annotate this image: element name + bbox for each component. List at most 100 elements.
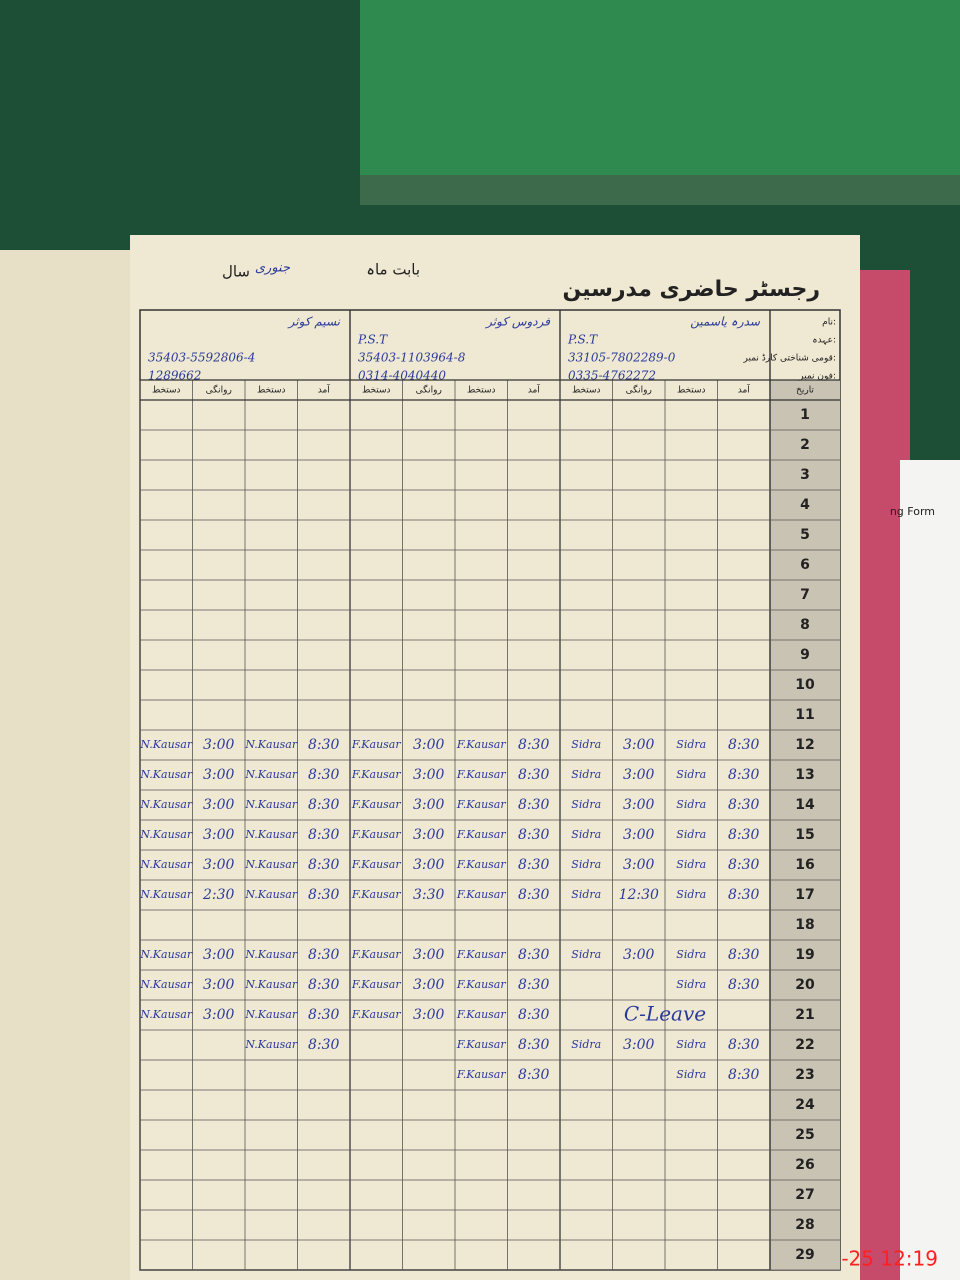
side-form-label: ng Form	[890, 505, 935, 518]
time-entry: 8:30	[728, 1067, 760, 1083]
date-header: تاریخ	[796, 386, 814, 396]
time-entry: 3:00	[413, 947, 445, 963]
time-entry: 3:00	[413, 797, 445, 813]
time-entry: 3:00	[623, 857, 655, 873]
column-header: دستخط	[467, 386, 496, 396]
time-entry: 8:30	[308, 977, 340, 993]
time-entry: 8:30	[308, 1037, 340, 1053]
signature: F.Kausar	[456, 888, 506, 901]
date: 24	[795, 1097, 815, 1113]
time-entry: 8:30	[728, 1037, 760, 1053]
signature: Sidra	[676, 1038, 706, 1051]
signature: N.Kausar	[244, 738, 297, 751]
time-entry: 8:30	[728, 737, 760, 753]
column-header: دستخط	[152, 386, 181, 396]
signature: N.Kausar	[244, 978, 297, 991]
date: 2	[800, 437, 810, 453]
time-entry: 8:30	[518, 1067, 550, 1083]
teacher-name: نسیم کوثر	[287, 315, 341, 329]
time-entry: 8:30	[308, 857, 340, 873]
teacher-cnic: 33105-7802289-0	[568, 351, 676, 365]
time-entry: 3:00	[413, 1007, 445, 1023]
teacher-phone: 0314-4040440	[358, 369, 446, 383]
time-entry: 2:30	[202, 887, 235, 903]
signature: Sidra	[676, 858, 706, 871]
column-header: دستخط	[362, 386, 391, 396]
date: 3	[800, 467, 810, 483]
date: 27	[795, 1187, 814, 1203]
time-entry: 3:00	[623, 827, 655, 843]
signature: Sidra	[676, 798, 706, 811]
signature: N.Kausar	[139, 888, 192, 901]
time-entry: 3:00	[413, 737, 445, 753]
signature: Sidra	[676, 738, 706, 751]
date: 16	[795, 857, 814, 873]
signature: F.Kausar	[351, 948, 401, 961]
time-entry: 8:30	[518, 1037, 550, 1053]
teacher-cnic: 35403-5592806-4	[148, 351, 255, 365]
column-header: دستخط	[677, 386, 706, 396]
date: 9	[800, 647, 810, 663]
signature: F.Kausar	[456, 768, 506, 781]
time-entry: 3:00	[203, 1007, 235, 1023]
time-entry: 3:00	[203, 947, 235, 963]
signature: F.Kausar	[351, 738, 401, 751]
time-entry: 3:00	[623, 737, 655, 753]
signature: N.Kausar	[244, 948, 297, 961]
column-header: روانگی	[626, 384, 652, 396]
time-entry: 3:00	[623, 797, 655, 813]
register-title: رجسٹر حاضری مدرسین	[562, 277, 820, 302]
time-entry: 8:30	[308, 827, 340, 843]
date: 17	[795, 887, 814, 903]
date: 29	[795, 1247, 814, 1263]
teacher-phone: 0335-4762272	[568, 369, 656, 383]
time-entry: 3:00	[203, 827, 235, 843]
signature: Sidra	[571, 1038, 601, 1051]
signature: Sidra	[571, 888, 601, 901]
date: 4	[800, 497, 810, 513]
signature: Sidra	[676, 828, 706, 841]
time-entry: 8:30	[308, 797, 340, 813]
teacher-cnic: 35403-1103964-8	[358, 351, 466, 365]
signature: N.Kausar	[244, 798, 297, 811]
time-entry: 3:00	[623, 1037, 655, 1053]
time-entry: 3:00	[413, 767, 445, 783]
column-header: دستخط	[572, 386, 601, 396]
field-label: فون نمبر:	[798, 372, 836, 382]
date: 25	[795, 1127, 814, 1143]
teacher-post: P.S.T	[567, 333, 598, 347]
signature: Sidra	[676, 768, 706, 781]
date: 8	[800, 617, 810, 633]
year-label: سال	[222, 263, 250, 281]
time-entry: 12:30	[619, 887, 659, 903]
time-entry: 8:30	[518, 887, 550, 903]
signature: F.Kausar	[456, 978, 506, 991]
signature: N.Kausar	[244, 1008, 297, 1021]
signature: N.Kausar	[244, 1038, 297, 1051]
time-entry: 8:30	[728, 767, 760, 783]
time-entry: 3:00	[413, 827, 445, 843]
date: 7	[800, 587, 810, 603]
signature: N.Kausar	[139, 738, 192, 751]
green-book	[360, 0, 960, 190]
signature: Sidra	[676, 948, 706, 961]
column-header: آمد	[318, 384, 331, 396]
time-entry: 8:30	[728, 887, 760, 903]
signature: Sidra	[571, 798, 601, 811]
date: 15	[795, 827, 814, 843]
signature: N.Kausar	[244, 828, 297, 841]
time-entry: 8:30	[518, 977, 550, 993]
date: 12	[795, 737, 814, 753]
signature: N.Kausar	[139, 768, 192, 781]
time-entry: 8:30	[728, 947, 760, 963]
time-entry: 3:00	[623, 947, 655, 963]
time-entry: 3:30	[413, 887, 445, 903]
field-label: قومی شناختی کارڈ نمبر:	[743, 354, 836, 364]
time-entry: 8:30	[518, 827, 550, 843]
signature: N.Kausar	[139, 948, 192, 961]
signature: Sidra	[676, 888, 706, 901]
date: 6	[800, 557, 810, 573]
time-entry: 8:30	[308, 887, 340, 903]
month: جنوری	[255, 261, 291, 276]
